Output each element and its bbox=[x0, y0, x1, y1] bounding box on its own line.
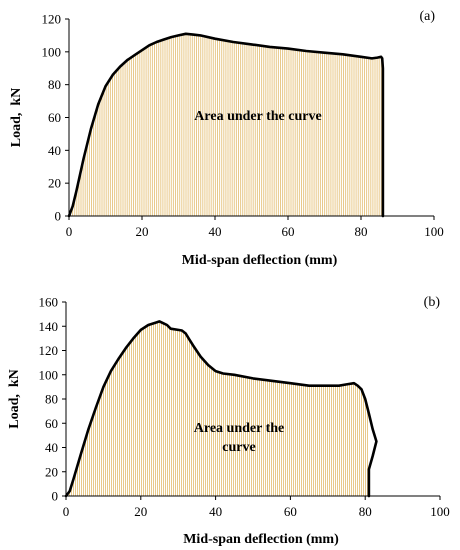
y-tick-label: 80 bbox=[48, 77, 61, 92]
x-tick-label: 80 bbox=[355, 224, 368, 239]
x-tick-label: 80 bbox=[359, 504, 372, 519]
y-axis-title: Load, kN bbox=[7, 369, 22, 429]
x-tick-label: 40 bbox=[209, 504, 222, 519]
x-axis-title: Mid-span deflection (mm) bbox=[183, 532, 339, 547]
area-annotation: Area under the curve bbox=[194, 109, 321, 124]
y-tick-label: 120 bbox=[39, 343, 59, 358]
x-tick-label: 100 bbox=[424, 224, 444, 239]
panel-label: (a) bbox=[419, 9, 435, 24]
load-deflection-curve bbox=[64, 320, 378, 498]
y-tick-label: 40 bbox=[45, 440, 58, 455]
area-hatching bbox=[70, 33, 382, 216]
y-tick-label: 0 bbox=[52, 489, 59, 504]
y-tick-label: 0 bbox=[55, 209, 62, 224]
load-deflection-curve bbox=[67, 32, 385, 218]
y-tick-label: 100 bbox=[39, 367, 59, 382]
x-tick-label: 20 bbox=[136, 224, 149, 239]
y-tick-label: 40 bbox=[48, 143, 61, 158]
x-tick-label: 20 bbox=[134, 504, 147, 519]
x-tick-label: 100 bbox=[430, 504, 450, 519]
y-tick-label: 60 bbox=[45, 416, 58, 431]
panel-label: (b) bbox=[424, 295, 441, 310]
y-tick-label: 100 bbox=[42, 44, 62, 59]
area-hatching bbox=[67, 321, 368, 496]
y-axis-title: Load, kN bbox=[9, 88, 24, 148]
x-tick-label: 60 bbox=[282, 224, 295, 239]
x-tick-label: 40 bbox=[209, 224, 222, 239]
y-tick-label: 60 bbox=[48, 110, 61, 125]
y-tick-label: 160 bbox=[39, 295, 59, 310]
chart-panel-b: 0 20 40 60 80 100 120 140 160 0 20 40 60 80 100 Mid-spa… bbox=[7, 295, 450, 548]
y-tick-label: 80 bbox=[45, 392, 58, 407]
x-tick-label: 60 bbox=[284, 504, 297, 519]
x-tick-label: 0 bbox=[63, 504, 70, 519]
area-annotation: Area under the bbox=[194, 421, 284, 436]
y-tick-label: 140 bbox=[39, 319, 59, 334]
area-annotation: curve bbox=[222, 440, 255, 455]
x-tick-label: 0 bbox=[66, 224, 73, 239]
y-tick-label: 120 bbox=[42, 12, 62, 27]
chart-panel-a: 0 20 40 60 80 100 120 0 20 40 60 80 100 Mid-span defl… bbox=[9, 9, 444, 268]
y-tick-label: 20 bbox=[45, 464, 58, 479]
x-axis-title: Mid-span deflection (mm) bbox=[182, 253, 338, 268]
y-tick-label: 20 bbox=[48, 176, 61, 191]
